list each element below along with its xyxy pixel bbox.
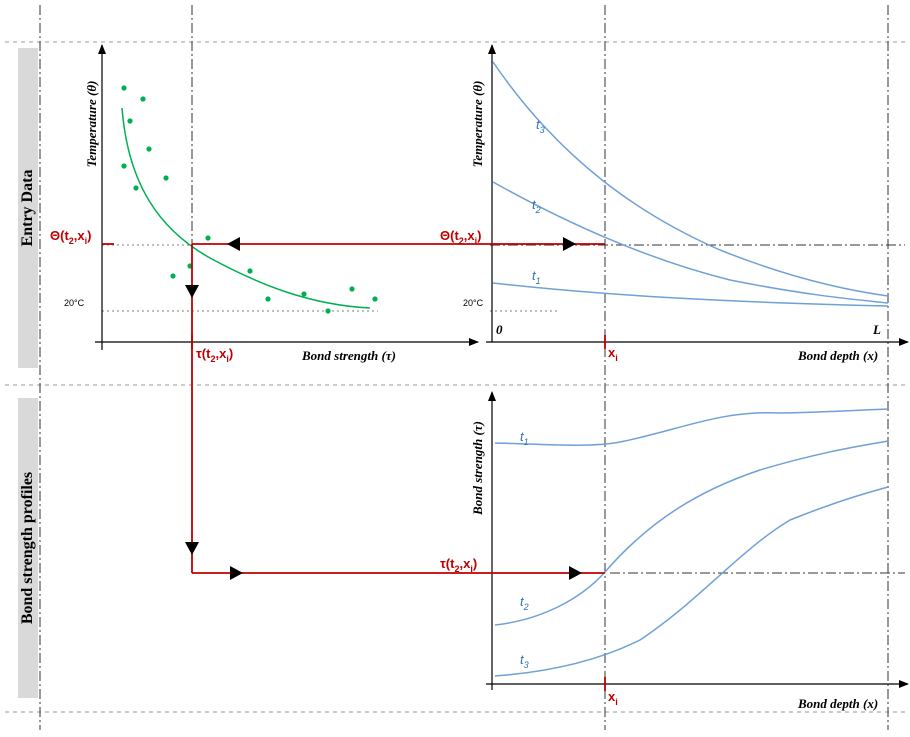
frame-dashdot xyxy=(39,5,905,730)
curve-label-t1-bottom: t1 xyxy=(520,429,529,447)
bond-profiles-band xyxy=(18,398,38,698)
scatter-points xyxy=(121,85,378,314)
arrow-right-2 xyxy=(569,566,582,580)
top-left-y-title: Temperature (θ) xyxy=(84,81,99,168)
bond-strength-profiles xyxy=(494,408,889,677)
curve-label-t2-bottom: t2 xyxy=(520,594,529,612)
top-right-axes xyxy=(486,44,909,346)
entry-data-band xyxy=(18,48,38,368)
tau-label-bottom: τ(t2,xi) xyxy=(440,556,477,574)
arrow-left-2 xyxy=(227,237,240,251)
length-label: L xyxy=(872,322,881,337)
curve-label-t2: t2 xyxy=(532,197,541,215)
arrow-left-1 xyxy=(563,237,576,251)
curve-label-t3-bottom: t3 xyxy=(520,652,529,670)
frame-lines xyxy=(5,41,905,713)
top-right-x-title: Bond depth (x) xyxy=(797,348,878,363)
bottom-right-x-title: Bond depth (x) xyxy=(797,696,878,711)
frame-thin-dashed xyxy=(102,244,560,312)
top-left-axes xyxy=(95,44,479,350)
arrow-down-1 xyxy=(185,285,199,298)
theta-label-left: Θ(t2,xi) xyxy=(50,228,92,246)
arrow-down-2 xyxy=(185,542,199,555)
xi-label-bottom: xi xyxy=(608,689,618,707)
bottom-right-y-title: Bond strength (τ) xyxy=(470,421,485,516)
top-left-x-title: Bond strength (τ) xyxy=(301,348,396,363)
flow-arrowheads xyxy=(185,237,582,580)
red-construction-lines xyxy=(102,243,606,691)
entry-data-label: Entry Data xyxy=(19,170,36,247)
top-left-ambient-label: 20°C xyxy=(64,298,85,308)
theta-label-right: Θ(t2,xi) xyxy=(440,228,482,246)
origin-label: 0 xyxy=(496,322,503,337)
top-right-ambient-label: 20°C xyxy=(463,298,484,308)
xi-label-top: xi xyxy=(608,345,618,363)
arrow-right-1 xyxy=(230,566,243,580)
fit-curve xyxy=(121,107,371,309)
curve-label-t3: t3 xyxy=(536,117,545,135)
curve-label-t1: t1 xyxy=(532,268,541,286)
tau-label-top: τ(t2,xi) xyxy=(196,346,233,364)
bottom-right-axes xyxy=(486,391,909,690)
temperature-profiles xyxy=(492,61,889,307)
top-right-y-title: Temperature (θ) xyxy=(470,81,485,168)
bond-profiles-label: Bond strength profiles xyxy=(19,472,36,624)
